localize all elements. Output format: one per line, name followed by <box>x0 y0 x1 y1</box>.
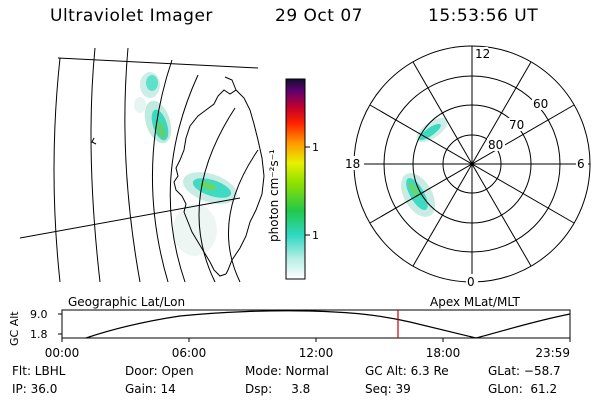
mode-info: Mode: Normal <box>245 364 329 378</box>
mlat-label-60: 60 <box>533 97 548 111</box>
mlt-label-18: 18 <box>345 157 360 171</box>
timeline-ytick-1-8: 1.8 <box>30 328 48 341</box>
mlt-label-12: 12 <box>475 47 490 61</box>
lat-lon-grid <box>20 47 259 283</box>
mlt-label-0: 0 <box>467 275 475 289</box>
geographic-caption: Geographic Lat/Lon <box>68 295 186 309</box>
glat-info: GLat: −58.7 <box>488 364 561 378</box>
colorbar-tick-100: 100 <box>312 141 318 154</box>
gc-alt-info: GC Alt: 6.3 Re <box>365 364 449 378</box>
mlat-label-80: 80 <box>488 138 503 152</box>
colorbar-label: photon cm⁻²s⁻¹ <box>268 149 281 242</box>
auroral-emission-right <box>400 117 448 217</box>
colorbar: 100 10 photon cm⁻²s⁻¹ <box>268 78 318 280</box>
colorbar-tick-10: 10 <box>312 229 318 242</box>
gain-info: Gain: 14 <box>125 382 176 396</box>
auroral-emission-left <box>134 72 237 256</box>
coastline <box>91 76 265 277</box>
door-info: Door: Open <box>125 364 194 378</box>
observation-time: 15:53:56 UT <box>428 6 539 26</box>
instrument-title: Ultraviolet Imager <box>50 6 213 26</box>
ip-info: IP: 36.0 <box>12 382 58 396</box>
timeline-ytick-9: 9.0 <box>30 308 48 321</box>
colorbar-gradient <box>285 78 306 280</box>
mlat-label-70: 70 <box>509 118 524 132</box>
altitude-curve <box>85 310 571 339</box>
timeline-xtick-0000: 00:00 <box>45 346 80 360</box>
timeline-xtick-2359: 23:59 <box>535 346 570 360</box>
mlt-label-6: 6 <box>577 157 585 171</box>
altitude-timeline: GC Alt 9.0 1.8 00:00 06:00 12:00 18:00 2… <box>8 308 571 360</box>
observation-date: 29 Oct 07 <box>275 6 363 26</box>
filter-info: Flt: LBHL <box>12 364 66 378</box>
glon-info: GLon: 61.2 <box>488 382 558 396</box>
timeline-xtick-1200: 12:00 <box>299 346 334 360</box>
apex-caption: Apex MLat/MLT <box>430 295 520 309</box>
polar-mlat-mlt-plot: 12 18 6 0 80 70 60 <box>344 45 591 289</box>
timeline-xtick-0600: 06:00 <box>172 346 207 360</box>
seq-info: Seq: 39 <box>365 382 411 396</box>
timeline-ylabel: GC Alt <box>8 311 21 346</box>
geographic-map <box>20 47 265 283</box>
timeline-xtick-1800: 18:00 <box>426 346 461 360</box>
dsp-info: Dsp: 3.8 <box>245 382 311 396</box>
